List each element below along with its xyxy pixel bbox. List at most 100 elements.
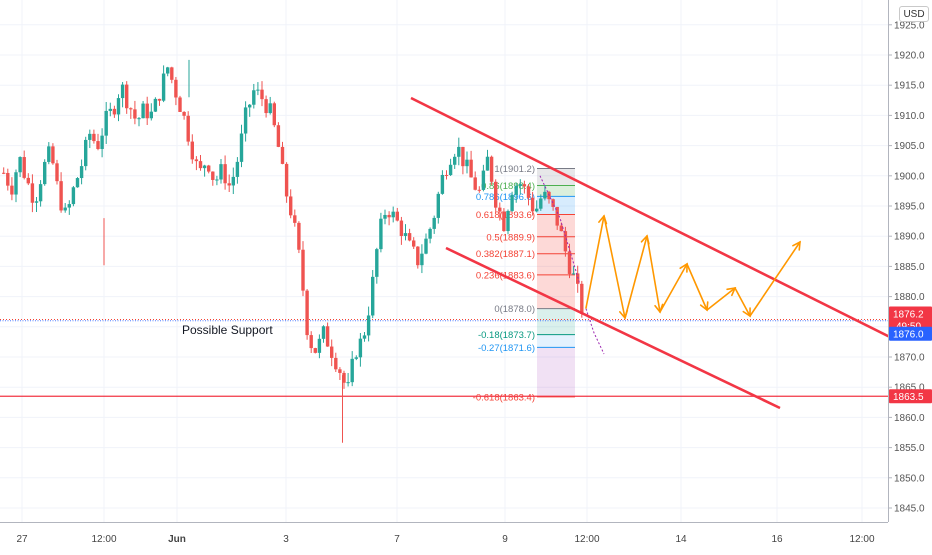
x-tick-label: 9	[502, 534, 508, 545]
projection-segment[interactable]	[585, 215, 605, 309]
candle-body	[79, 166, 84, 179]
currency-button[interactable]: USD	[899, 6, 929, 22]
y-tick-label: 1885.0	[894, 262, 925, 273]
price-axis-bg	[888, 0, 932, 550]
candle-body	[211, 171, 215, 180]
projection-segment[interactable]	[749, 241, 801, 317]
fib-level-label: 0.86(1898.4)	[481, 181, 535, 192]
blue-level-label: 1876.0	[893, 329, 924, 340]
red-level-label: 1863.5	[893, 392, 924, 403]
candle-body	[358, 338, 363, 358]
candle-body	[174, 79, 178, 98]
blue-level-tag	[889, 326, 932, 341]
candle-body	[399, 220, 404, 236]
candle-body	[334, 357, 338, 370]
x-tick-label: 27	[16, 534, 28, 545]
candle-body	[403, 233, 408, 236]
fib-band	[537, 196, 575, 215]
fib-band	[537, 274, 575, 309]
support-annotation[interactable]: Possible Support	[182, 323, 273, 337]
candle-body	[330, 346, 334, 358]
candle-body	[428, 228, 432, 239]
fib-level-label: 0(1878.0)	[494, 304, 535, 315]
candle-body	[207, 165, 211, 172]
y-tick-label: 1895.0	[894, 202, 925, 213]
candle-body	[239, 133, 244, 162]
candle-body	[129, 108, 133, 110]
projection-segment[interactable]	[734, 287, 751, 317]
candle-body	[424, 238, 428, 254]
candle-body	[321, 326, 326, 339]
descending-channel[interactable]	[410, 96, 932, 410]
candle-body	[481, 170, 486, 190]
candle-body	[457, 146, 461, 157]
candle-body	[170, 67, 174, 80]
projection-path[interactable]	[585, 214, 801, 320]
candle-body	[526, 186, 531, 198]
candle-body	[108, 108, 112, 111]
y-tick-label: 1880.0	[894, 292, 925, 303]
candle-body	[276, 125, 281, 147]
candle-body	[559, 225, 563, 232]
candle-body	[243, 107, 248, 134]
candle-body	[67, 204, 71, 208]
candle-body	[178, 97, 182, 112]
projection-segment[interactable]	[624, 235, 648, 319]
candle-body	[444, 174, 449, 176]
candle-body	[141, 103, 145, 119]
candle-body	[96, 141, 100, 149]
candle-body	[535, 208, 539, 212]
candle-body	[440, 174, 445, 194]
candle-body	[338, 369, 342, 373]
time-axis[interactable]: 27 12:00 Jun 3 7 9 12:00 14 16 12:00	[0, 522, 888, 550]
candle-body	[412, 240, 416, 247]
projection-segment[interactable]	[686, 263, 708, 311]
candle-body	[366, 315, 371, 336]
x-tick-label: Jun	[168, 534, 186, 545]
candle-body	[448, 164, 453, 176]
y-tick-label: 1890.0	[894, 232, 925, 243]
candle-body	[153, 98, 158, 112]
y-tick-label: 1910.0	[894, 111, 925, 122]
candle-body	[350, 358, 354, 383]
candle-body	[231, 176, 235, 186]
candle-body	[522, 184, 527, 187]
candle-body	[137, 118, 141, 120]
candle-body	[272, 103, 276, 126]
fib-level-label: -0.18(1873.7)	[478, 330, 535, 341]
horizontal-lines[interactable]	[0, 319, 888, 397]
candle-body	[293, 215, 297, 223]
candles	[2, 59, 605, 443]
candle-body	[297, 222, 301, 250]
candle-body	[580, 283, 584, 314]
y-tick-label: 1900.0	[894, 171, 925, 182]
price-axis[interactable]: 1845.01850.01855.01860.01865.01870.01875…	[888, 0, 932, 550]
projection-segment[interactable]	[659, 263, 688, 313]
projection-segment[interactable]	[706, 287, 736, 311]
candle-body	[543, 191, 547, 199]
candle-body	[354, 357, 358, 359]
x-tick-label: 12:00	[91, 534, 116, 545]
y-tick-label: 1905.0	[894, 141, 925, 152]
candle-body	[469, 159, 473, 178]
channel-upper-line[interactable]	[410, 96, 932, 360]
candle-body	[317, 338, 322, 353]
forecast-dashed-line	[539, 175, 581, 285]
candle-body	[477, 189, 481, 191]
candle-body	[551, 199, 555, 207]
projection-segment[interactable]	[646, 235, 661, 313]
candle-body	[342, 372, 346, 383]
x-tick-label: 3	[283, 534, 289, 545]
x-tick-label: 12:00	[574, 534, 599, 545]
channel-lower-line[interactable]	[445, 246, 781, 410]
y-tick-label: 1865.0	[894, 383, 925, 394]
candle-body	[84, 139, 88, 167]
candle-body	[371, 276, 375, 316]
projection-segment[interactable]	[603, 215, 626, 319]
candle-body	[14, 172, 18, 195]
fibonacci-retracement[interactable]: 1(1901.2)0.86(1898.4)0.786(1896.6)0.618(…	[473, 164, 575, 403]
chart-grid	[0, 0, 888, 522]
candle-body	[510, 194, 514, 211]
